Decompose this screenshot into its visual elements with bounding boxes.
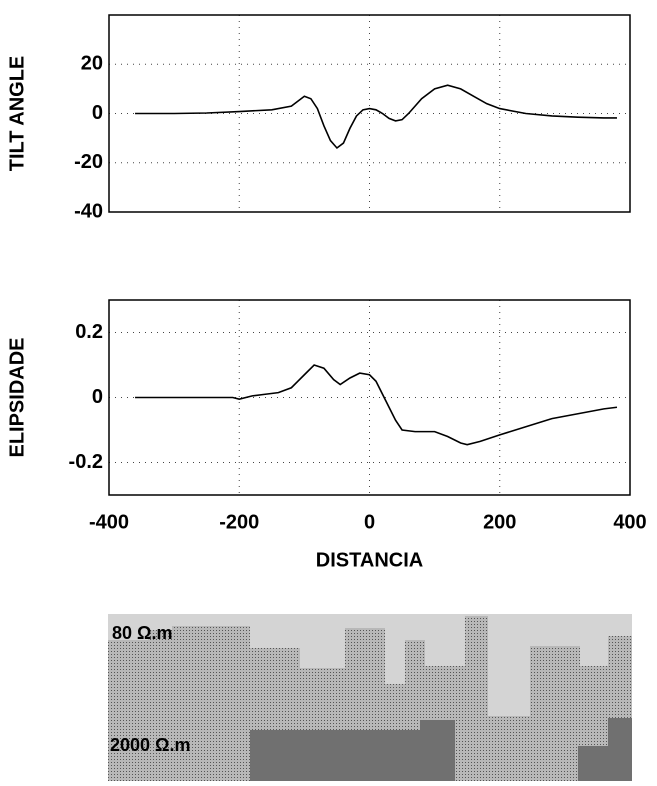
y-tick-label: 20: [81, 53, 103, 75]
y-tick-label: -40: [74, 200, 103, 222]
model-label: 80 Ω.m: [112, 623, 172, 643]
x-tick-label: -200: [219, 511, 259, 533]
y-tick-label: 0: [92, 386, 103, 408]
x-tick-label: 0: [364, 511, 375, 533]
resistive-block: [108, 616, 632, 781]
plot-frame: [108, 14, 631, 213]
y-tick-label: -0.2: [69, 451, 103, 473]
y-tick-label: 0.2: [75, 321, 103, 343]
x-tick-label: 400: [613, 511, 646, 533]
x-axis-label: DISTANCIA: [316, 549, 423, 571]
y-tick-label: 0: [92, 102, 103, 124]
basement-block: [250, 718, 632, 781]
plot-frame: [108, 299, 631, 496]
x-tick-label: 200: [483, 511, 516, 533]
data-line: [135, 84, 617, 150]
data-line: [135, 364, 618, 446]
x-tick-label: -400: [89, 511, 129, 533]
y-axis-label: TILT ANGLE: [6, 56, 28, 172]
resistivity-model: 80 Ω.m 2000 Ω.m: [108, 614, 632, 781]
model-label: 2000 Ω.m: [110, 735, 190, 755]
y-tick-label: -20: [74, 151, 103, 173]
y-axis-label: ELIPSIDADE: [6, 337, 28, 457]
